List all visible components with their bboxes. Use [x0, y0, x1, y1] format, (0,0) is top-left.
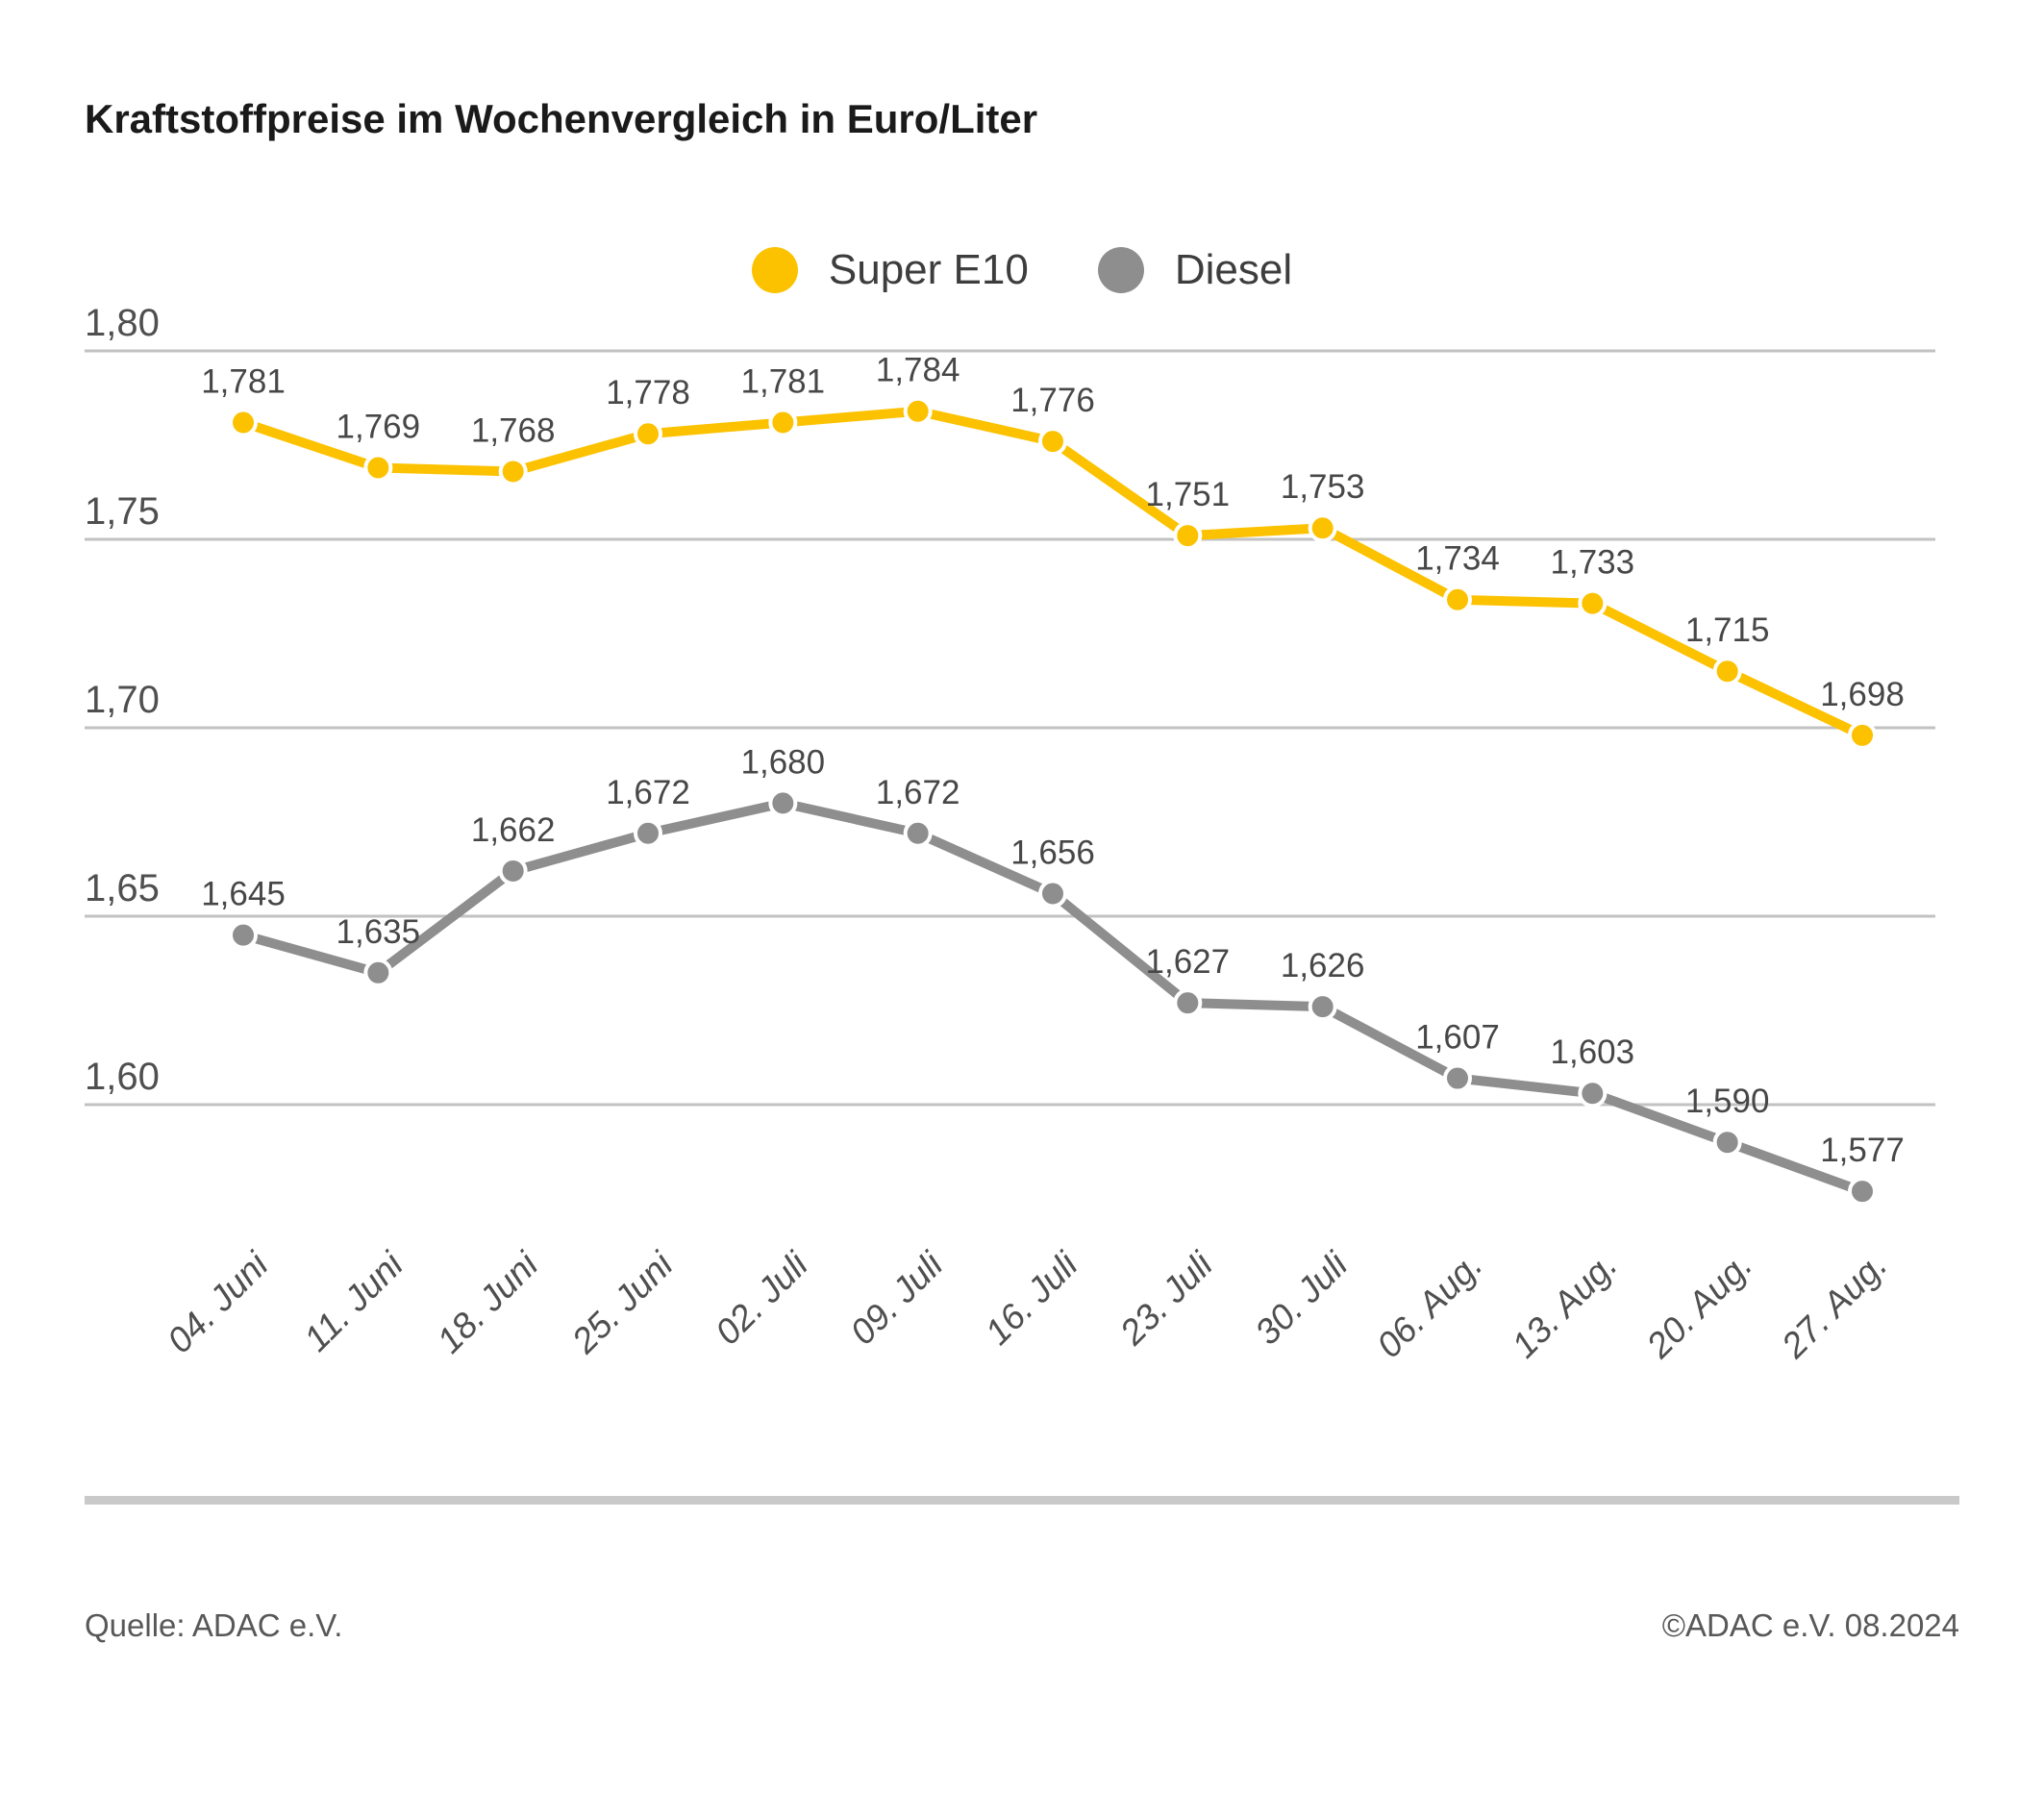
data-label: 1,778	[606, 374, 690, 411]
data-label: 1,672	[606, 774, 690, 811]
chart-title: Kraftstoffpreise im Wochenvergleich in E…	[85, 96, 1038, 141]
data-label: 1,715	[1685, 611, 1770, 649]
y-tick-label: 1,70	[85, 679, 160, 721]
legend: Super E10 Diesel	[0, 246, 2044, 294]
x-tick-label: 06. Aug.	[1369, 1245, 1489, 1365]
y-tick-label: 1,65	[85, 867, 160, 909]
data-label: 1,626	[1281, 947, 1365, 984]
data-label: 1,734	[1415, 540, 1500, 578]
data-label: 1,781	[741, 362, 826, 400]
footer-source-text: Quelle: ADAC e.V.	[85, 1607, 343, 1643]
data-point	[1308, 992, 1337, 1022]
x-tick-label: 02. Juli	[708, 1243, 816, 1352]
data-label: 1,776	[1010, 382, 1095, 419]
data-label: 1,672	[876, 774, 960, 811]
data-point	[1578, 588, 1608, 618]
data-label: 1,680	[741, 743, 826, 781]
x-tick-label: 11. Juni	[296, 1243, 411, 1358]
data-point	[1848, 720, 1877, 750]
legend-label-super-e10: Super E10	[828, 246, 1029, 293]
x-tick-label: 04. Juni	[160, 1243, 277, 1360]
x-tick-label: 25. Juni	[563, 1243, 682, 1361]
data-label: 1,751	[1146, 476, 1231, 513]
data-point	[768, 408, 798, 437]
data-point	[903, 818, 933, 848]
data-point	[1848, 1177, 1877, 1207]
data-point	[1038, 879, 1067, 909]
legend-dot-diesel-icon	[1097, 247, 1144, 293]
x-tick-label: 23. Juli	[1111, 1243, 1221, 1353]
y-tick-label: 1,60	[85, 1056, 160, 1098]
data-point	[1038, 427, 1067, 457]
footer-copyright-text: ©ADAC e.V. 08.2024	[1661, 1607, 1959, 1643]
data-label: 1,635	[337, 913, 421, 951]
footer-divider	[85, 1496, 1959, 1505]
data-label: 1,577	[1820, 1132, 1905, 1169]
data-label: 1,769	[337, 409, 421, 446]
legend-item-diesel: Diesel	[1097, 246, 1293, 294]
data-point	[1308, 513, 1337, 543]
data-label: 1,662	[471, 811, 556, 849]
legend-item-super-e10: Super E10	[751, 246, 1029, 294]
data-point	[634, 818, 662, 848]
data-point	[1443, 1063, 1472, 1093]
data-point	[1712, 657, 1742, 686]
data-point	[1443, 585, 1472, 614]
x-tick-label: 09. Juli	[842, 1243, 951, 1352]
x-tick-label: 18. Juni	[430, 1243, 547, 1360]
data-point	[768, 788, 798, 818]
x-tick-label: 27. Aug.	[1773, 1245, 1894, 1366]
data-label: 1,645	[201, 876, 286, 913]
data-point	[1173, 988, 1203, 1018]
x-tick-label: 20. Aug.	[1638, 1245, 1759, 1366]
data-point	[634, 419, 662, 449]
data-label: 1,781	[201, 362, 286, 400]
data-point	[229, 920, 258, 950]
data-point	[498, 457, 528, 486]
data-label: 1,733	[1551, 544, 1635, 582]
data-label: 1,753	[1281, 468, 1365, 506]
legend-dot-super-e10-icon	[751, 247, 798, 293]
legend-label-diesel: Diesel	[1174, 246, 1293, 293]
data-label: 1,656	[1010, 834, 1095, 871]
data-label: 1,603	[1551, 1033, 1635, 1071]
data-point	[363, 453, 393, 483]
data-label: 1,784	[876, 352, 960, 389]
data-label: 1,698	[1820, 676, 1905, 713]
x-tick-label: 13. Aug.	[1505, 1245, 1625, 1365]
data-point	[903, 396, 933, 426]
data-label: 1,590	[1685, 1083, 1770, 1120]
data-point	[498, 856, 528, 885]
y-tick-label: 1,75	[85, 490, 160, 533]
data-point	[1712, 1128, 1742, 1158]
y-tick-label: 1,80	[85, 302, 160, 344]
data-label: 1,627	[1146, 943, 1231, 981]
data-point	[1173, 521, 1203, 551]
x-tick-label: 30. Juli	[1247, 1243, 1356, 1352]
data-point	[1578, 1079, 1608, 1108]
data-point	[363, 958, 393, 987]
data-label: 1,607	[1415, 1019, 1500, 1057]
data-label: 1,768	[471, 411, 556, 449]
x-tick-label: 16. Juli	[978, 1243, 1086, 1352]
data-point	[229, 408, 258, 437]
